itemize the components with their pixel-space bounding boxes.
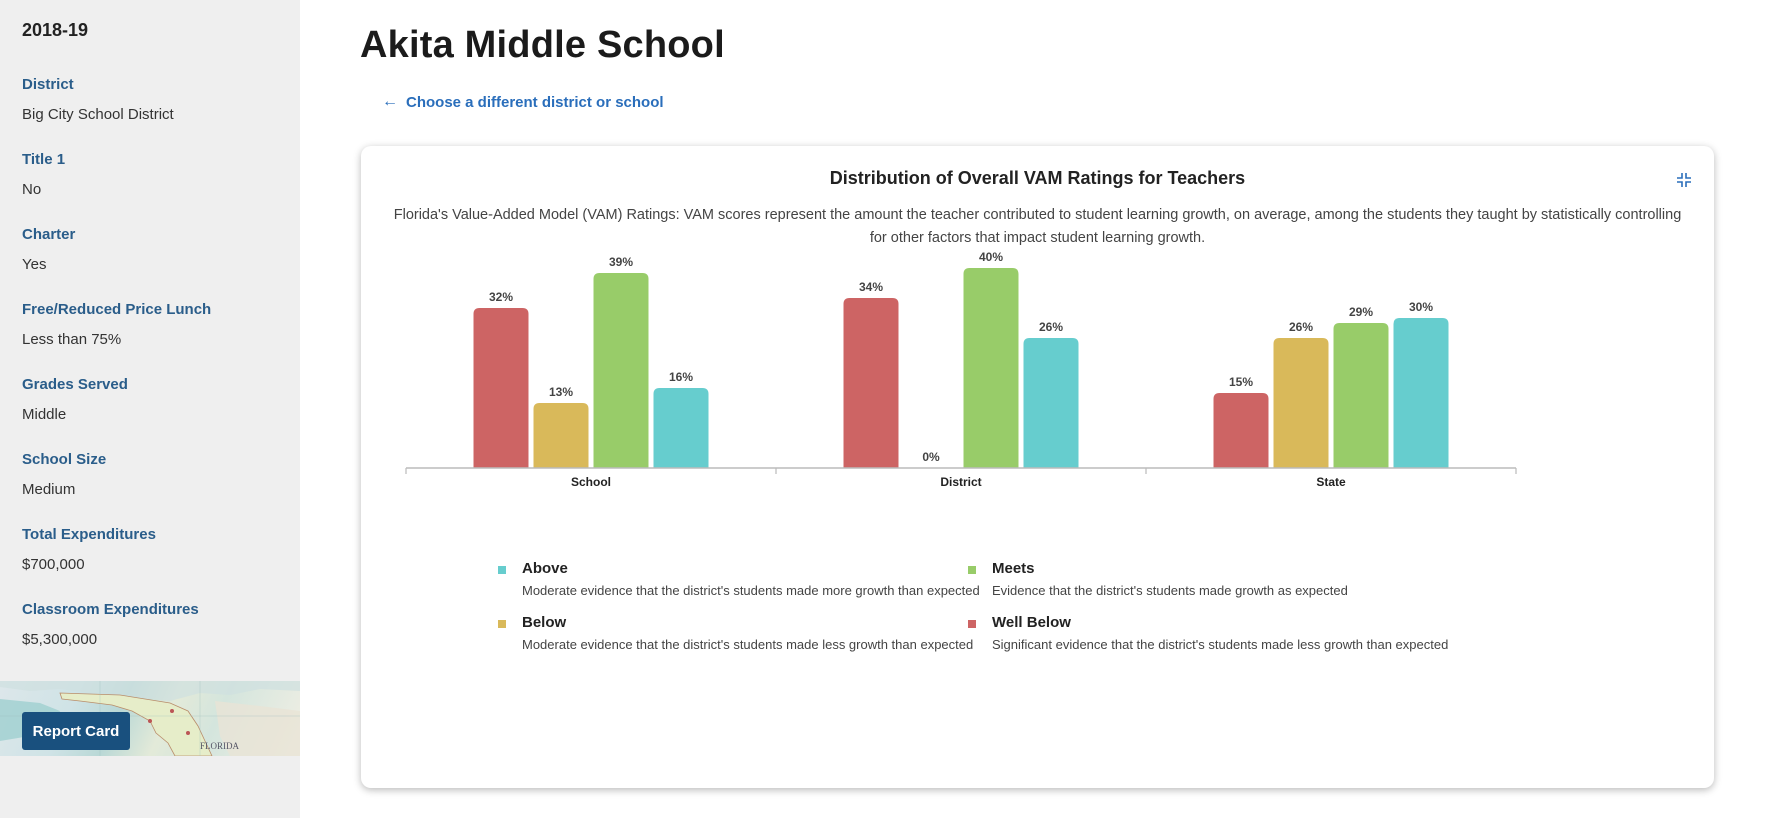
collapse-icon[interactable] xyxy=(1676,172,1692,188)
school-size-label: School Size xyxy=(22,451,107,468)
data-label: 39% xyxy=(609,255,633,269)
report-card-button[interactable]: Report Card xyxy=(22,712,130,750)
data-label: 29% xyxy=(1349,305,1373,319)
category-label-state: State xyxy=(1316,475,1346,489)
classroom-expenditures-value: $5,300,000 xyxy=(22,631,98,648)
data-label: 15% xyxy=(1229,375,1253,389)
school-size-value: Medium xyxy=(22,481,76,498)
data-label: 34% xyxy=(859,280,883,294)
legend-swatch xyxy=(498,620,506,628)
arrow-left-icon: ← xyxy=(382,93,398,110)
bar-district-above[interactable] xyxy=(1023,338,1079,468)
choose-district-link-text: Choose a different district or school xyxy=(406,93,664,111)
legend-description: Moderate evidence that the district's st… xyxy=(522,637,974,652)
bar-district-meets[interactable] xyxy=(963,268,1019,468)
bar-state-meets[interactable] xyxy=(1333,323,1389,468)
district-label: District xyxy=(22,76,74,93)
district-value: Big City School District xyxy=(22,106,174,123)
page-title: Akita Middle School xyxy=(360,24,725,66)
sidebar: 2018-19 District Big City School Distric… xyxy=(0,0,300,818)
chart-description: Florida's Value-Added Model (VAM) Rating… xyxy=(393,207,1682,246)
legend-swatch xyxy=(498,566,506,574)
grades-value: Middle xyxy=(22,406,67,423)
legend-name: Meets xyxy=(992,560,1035,577)
legend-description: Significant evidence that the district's… xyxy=(992,637,1449,652)
lunch-label: Free/Reduced Price Lunch xyxy=(22,301,212,318)
total-expenditures-label: Total Expenditures xyxy=(22,526,156,543)
bar-district-well-below[interactable] xyxy=(843,298,899,468)
lunch-value: Less than 75% xyxy=(22,331,122,348)
data-label: 40% xyxy=(979,250,1003,264)
bar-state-above[interactable] xyxy=(1393,318,1449,468)
vam-bar-chart: 32% 13% 39% 16% School 34% 0% 40% 26% District 15%… xyxy=(405,250,1517,489)
choose-district-link[interactable]: ← Choose a different district or school xyxy=(382,93,664,111)
category-label-district: District xyxy=(940,475,981,489)
data-label: 26% xyxy=(1039,320,1063,334)
category-label-school: School xyxy=(571,475,611,489)
data-label: 16% xyxy=(669,370,693,384)
bar-state-well-below[interactable] xyxy=(1213,393,1269,468)
map-florida-text: FLORIDA xyxy=(200,741,240,751)
legend-description: Evidence that the district's students ma… xyxy=(992,583,1348,598)
data-label: 13% xyxy=(549,385,573,399)
data-label: 30% xyxy=(1409,300,1433,314)
title1-value: No xyxy=(22,181,42,198)
data-label: 26% xyxy=(1289,320,1313,334)
grades-label: Grades Served xyxy=(22,376,128,393)
bar-school-well-below[interactable] xyxy=(473,308,529,468)
school-year: 2018-19 xyxy=(22,20,89,40)
charter-value: Yes xyxy=(22,256,47,273)
legend-name: Above xyxy=(522,560,568,577)
vam-chart-card: Distribution of Overall VAM Ratings for … xyxy=(361,146,1714,788)
chart-title: Distribution of Overall VAM Ratings for … xyxy=(829,168,1246,188)
bar-school-meets[interactable] xyxy=(593,273,649,468)
total-expenditures-value: $700,000 xyxy=(22,556,85,573)
data-label: 0% xyxy=(922,450,940,464)
legend-swatch xyxy=(968,566,976,574)
bar-school-below[interactable] xyxy=(533,403,589,468)
bar-state-below[interactable] xyxy=(1273,338,1329,468)
charter-label: Charter xyxy=(22,226,76,243)
classroom-expenditures-label: Classroom Expenditures xyxy=(22,601,199,618)
legend-name: Below xyxy=(522,614,567,631)
legend-name: Well Below xyxy=(992,614,1071,631)
bar-school-above[interactable] xyxy=(653,388,709,468)
title1-label: Title 1 xyxy=(22,151,66,168)
legend-swatch xyxy=(968,620,976,628)
legend-description: Moderate evidence that the district's st… xyxy=(522,583,980,598)
data-label: 32% xyxy=(489,290,513,304)
